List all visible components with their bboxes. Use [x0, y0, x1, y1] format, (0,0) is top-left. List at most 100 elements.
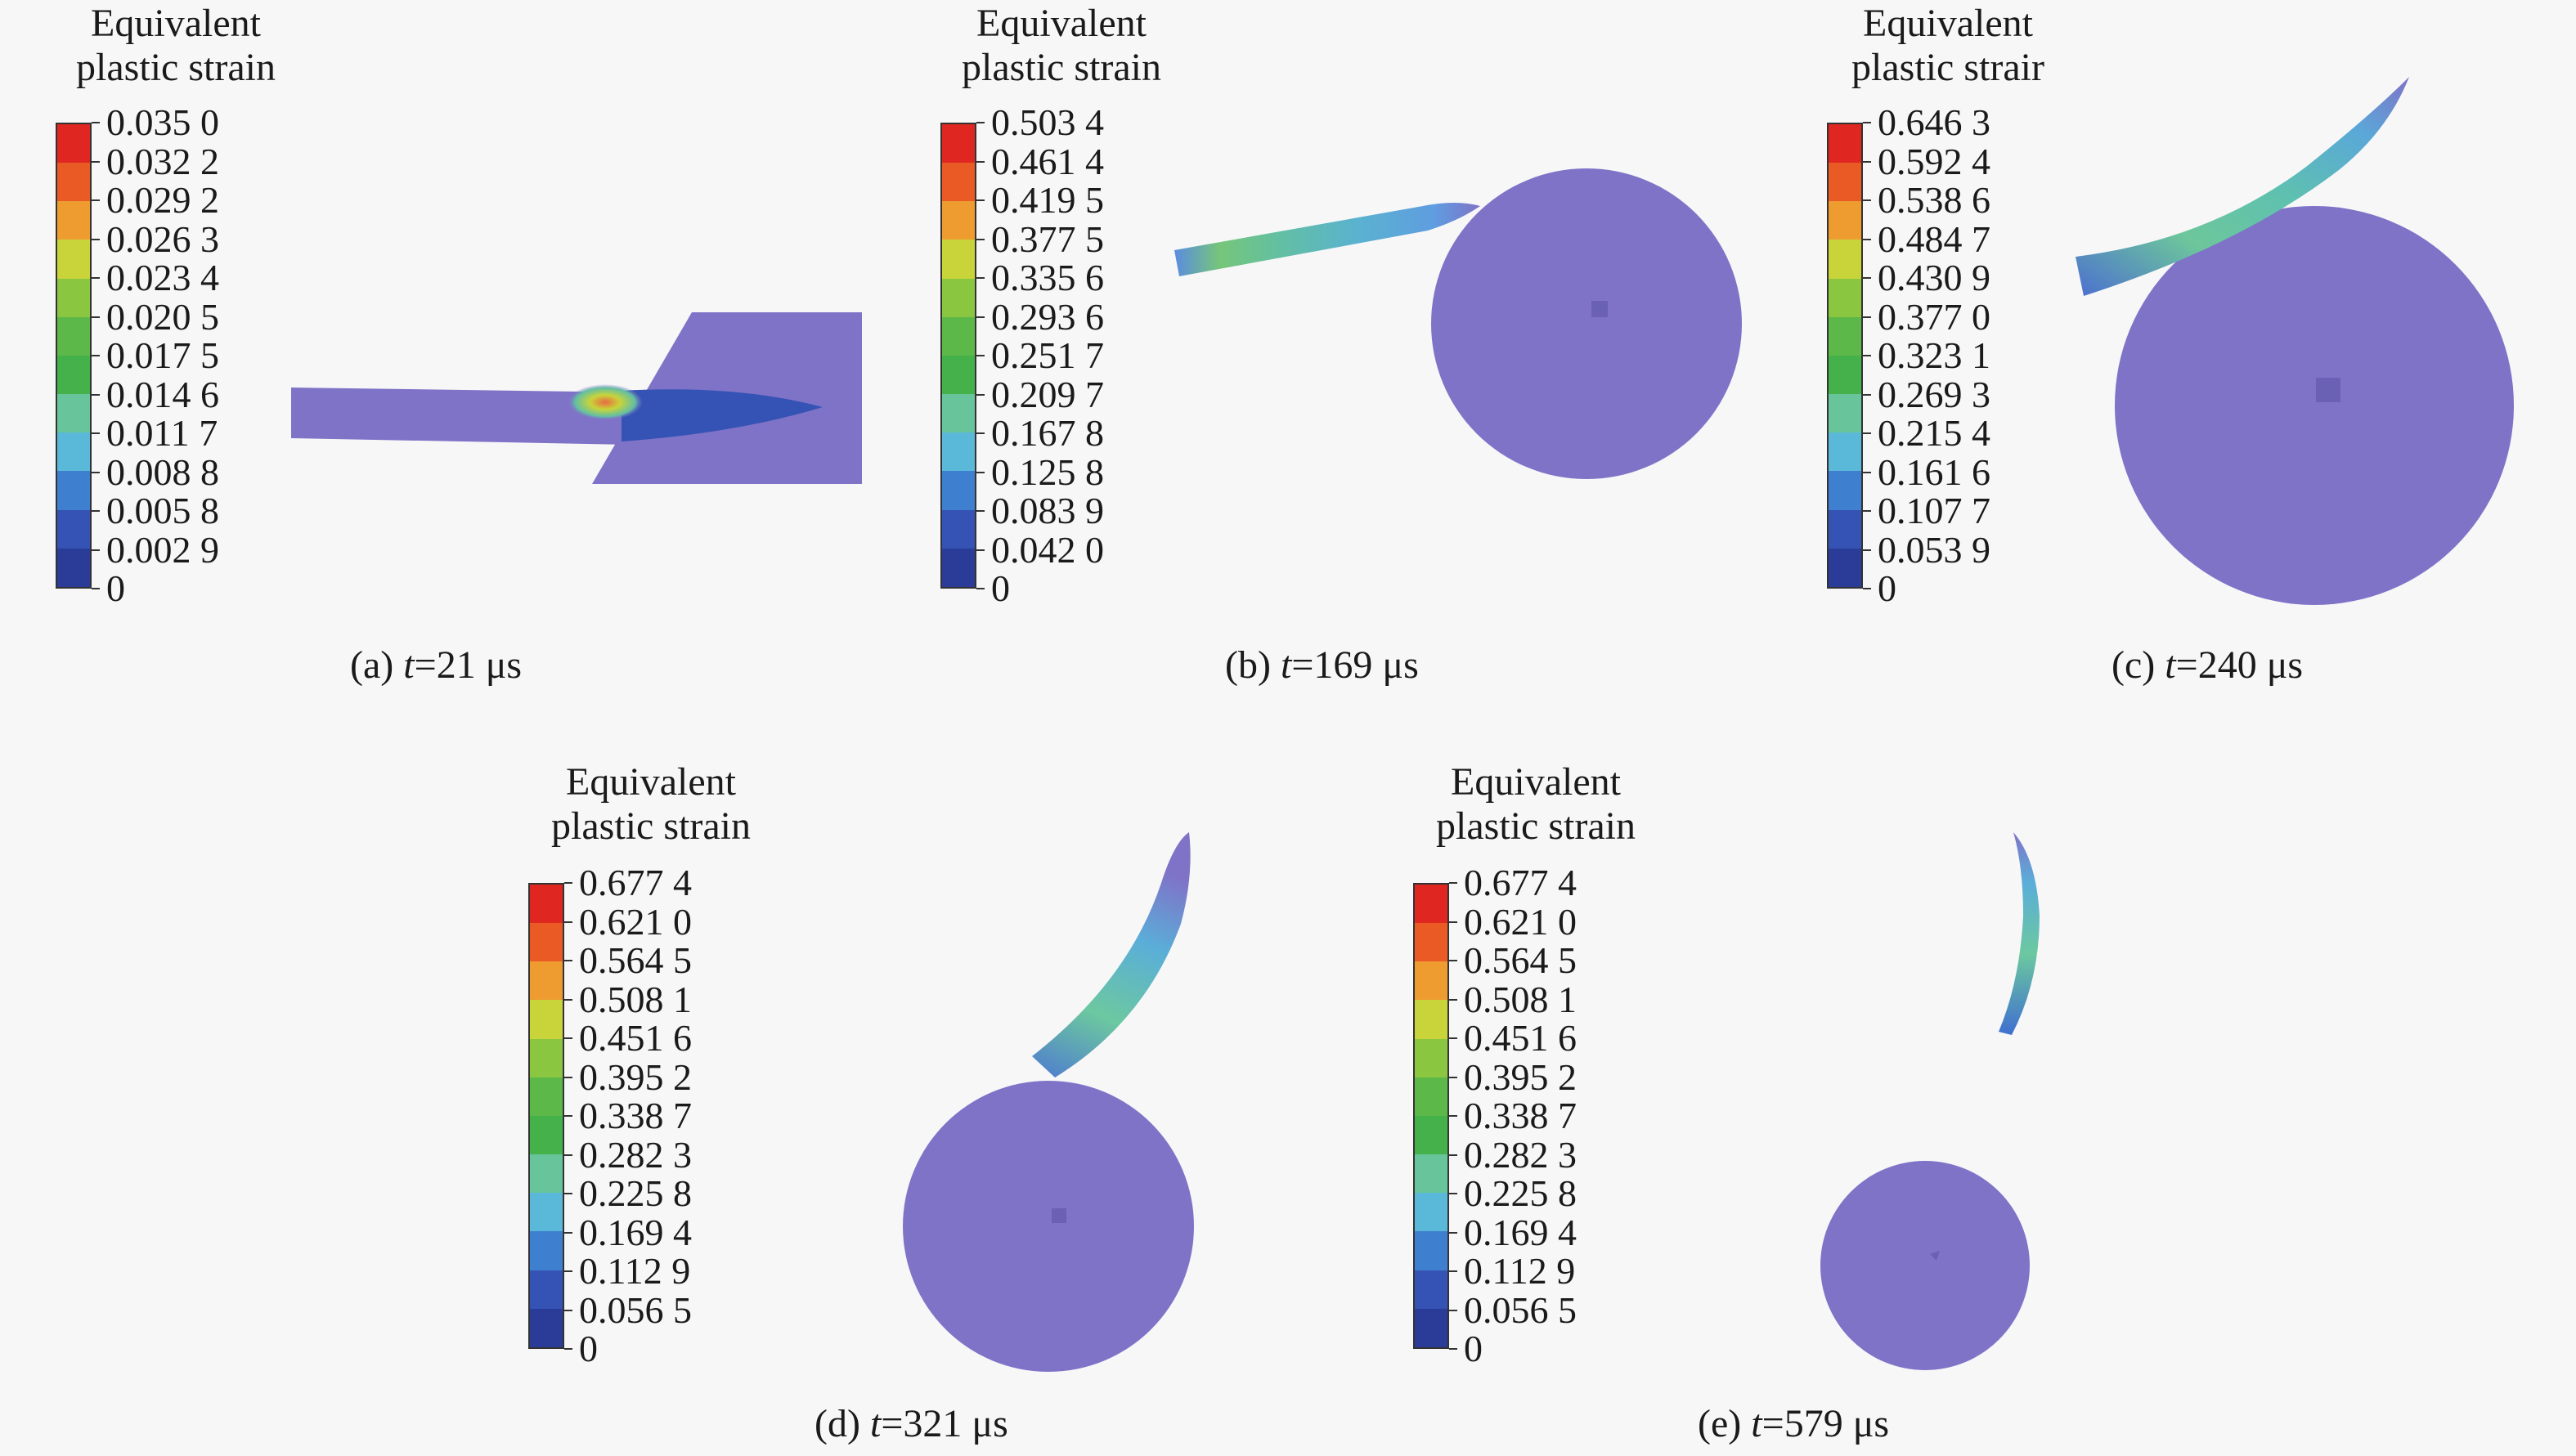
legend-title-line2: plastic strain [962, 46, 1161, 89]
legend-title-line2: plastic strain [1436, 804, 1636, 848]
tick-mark [1449, 998, 1457, 1001]
colorbar-swatch [1829, 240, 1861, 279]
tick-label: 0.209 7 [991, 373, 1104, 415]
caption-a: (a) t=21 μs [350, 643, 522, 688]
tick-label: 0.592 4 [1878, 140, 1990, 182]
tick-label: 0.621 0 [1464, 900, 1577, 943]
legend-title-d: Equivalent plastic strain [520, 760, 782, 849]
tick-mark [564, 1037, 572, 1039]
tick-label: 0.335 6 [991, 257, 1104, 298]
tick-mark [564, 1154, 572, 1156]
tick-mark [564, 1076, 572, 1078]
colorbar-swatch [530, 1270, 563, 1309]
colorbar-swatch [1415, 1115, 1447, 1155]
tick-label: 0.677 4 [579, 862, 692, 903]
tick-mark [976, 316, 985, 318]
colorbar-swatch [1829, 471, 1861, 510]
caption-label: (a) [350, 643, 404, 687]
tick-mark [1449, 1193, 1457, 1194]
tick-mark [92, 432, 100, 434]
tick-mark [564, 1270, 572, 1272]
tick-mark [1449, 1154, 1457, 1156]
colorbar-swatch [1829, 124, 1861, 164]
tick-label: 0.008 8 [106, 450, 219, 493]
tick-mark [1449, 1231, 1457, 1234]
tick-label: 0.419 5 [991, 179, 1104, 221]
tick-mark [1863, 355, 1871, 356]
tick-label: 0.112 9 [579, 1250, 691, 1292]
colorbar-d [528, 883, 564, 1349]
tick-label: 0.225 8 [1464, 1172, 1577, 1214]
tick-mark [92, 122, 100, 123]
tick-label: 0.026 3 [106, 217, 219, 260]
tick-mark [1449, 960, 1457, 961]
legend-title-line2: plastic strain [551, 804, 751, 848]
tick-label: 0.107 7 [1878, 490, 1990, 531]
tick-mark [92, 393, 100, 396]
colorbar-swatch [942, 432, 975, 472]
target-cylinder [1820, 1161, 2030, 1370]
tick-mark [1863, 510, 1871, 512]
tick-label: 0 [991, 567, 1010, 609]
colorbar-swatch [1829, 432, 1861, 472]
colorbar-swatch [57, 432, 90, 472]
cylinder-center-mark [2316, 378, 2340, 402]
tick-mark [564, 1309, 572, 1311]
colorbar-swatch [1415, 1270, 1447, 1309]
legend-title-line1: Equivalent [566, 760, 736, 804]
legend-title-line2: plastic strain [76, 46, 276, 89]
tick-label: 0.029 2 [106, 179, 219, 221]
colorbar-swatch [530, 961, 563, 1001]
tick-label: 0.323 1 [1878, 334, 1990, 376]
colorbar-swatch [942, 471, 975, 510]
tick-label: 0.338 7 [579, 1095, 692, 1136]
colorbar-swatch [530, 1231, 563, 1270]
tick-label: 0.282 3 [579, 1133, 692, 1176]
colorbar-swatch [530, 1154, 563, 1194]
tick-mark [564, 1231, 572, 1234]
tick-label: 0.056 5 [579, 1288, 692, 1331]
tick-mark [92, 355, 100, 356]
tick-label: 0.002 9 [106, 528, 219, 571]
tick-mark [564, 1115, 572, 1117]
tick-mark [976, 549, 985, 551]
tick-mark [92, 160, 100, 163]
tick-mark [1449, 882, 1457, 884]
tick-mark [92, 316, 100, 318]
tick-label: 0.169 4 [579, 1211, 692, 1253]
target-cylinder [2115, 206, 2514, 605]
colorbar-swatch [942, 278, 975, 317]
tick-label: 0.377 0 [1878, 295, 1990, 338]
colorbar-swatch [57, 355, 90, 395]
caption-value: =169 μs [1291, 643, 1419, 687]
tick-label: 0.503 4 [991, 101, 1104, 143]
tick-label: 0.020 5 [106, 295, 219, 338]
tick-mark [1449, 921, 1457, 923]
tick-label: 0.484 7 [1878, 217, 1990, 260]
tick-mark [1449, 1115, 1457, 1117]
tick-label: 0.014 6 [106, 373, 219, 415]
colorbar-swatch [942, 240, 975, 279]
legend-title-line1: Equivalent [1863, 2, 2033, 45]
tick-mark [976, 471, 985, 473]
colorbar-swatch [530, 1077, 563, 1116]
target-cylinder [1431, 168, 1742, 479]
tick-label: 0.451 6 [579, 1017, 692, 1059]
scene-e [1820, 832, 2040, 1370]
tick-label: 0 [579, 1328, 598, 1369]
colorbar-swatch [1829, 355, 1861, 395]
tick-label: 0.023 4 [106, 257, 219, 298]
tick-label: 0.508 1 [579, 978, 692, 1020]
tick-label: 0.451 6 [1464, 1017, 1577, 1059]
tick-mark [1863, 160, 1871, 163]
tick-label: 0.005 8 [106, 490, 219, 531]
colorbar-a [56, 123, 92, 589]
tick-mark [1449, 1270, 1457, 1272]
tick-mark [1449, 1076, 1457, 1078]
colorbar-swatch [530, 1038, 563, 1077]
colorbar-swatch [1829, 316, 1861, 356]
caption-var: t [1280, 643, 1292, 687]
caption-label: (c) [2112, 643, 2165, 687]
tick-mark [92, 277, 100, 279]
colorbar-swatch [57, 509, 90, 549]
